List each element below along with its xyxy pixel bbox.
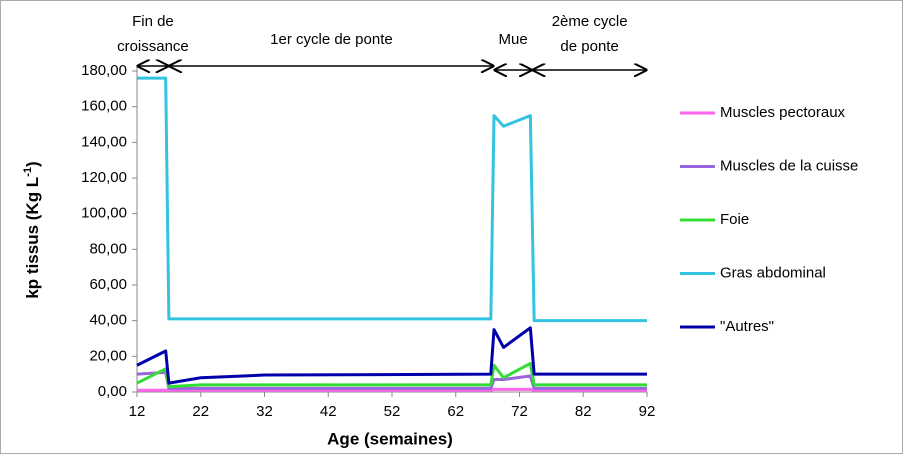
y-title-main: kp tissus (Kg L: [23, 177, 42, 299]
y-tick-label: 120,00: [81, 169, 127, 186]
y-tick-label: 80,00: [89, 240, 127, 257]
y-tick-label: 100,00: [81, 205, 127, 222]
y-tick-label: 20,00: [89, 347, 127, 364]
x-axis-title: Age (semaines): [327, 429, 453, 448]
x-tick-label: 92: [639, 403, 656, 420]
x-tick-label: 52: [384, 403, 401, 420]
series-line: [136, 326, 647, 385]
phase-label: de ponte: [560, 38, 618, 55]
phase-label: Mue: [499, 31, 528, 48]
legend-label: Gras abdominal: [720, 264, 826, 281]
x-tick-label: 72: [511, 403, 528, 420]
y-tick-label: 160,00: [81, 98, 127, 115]
series-line: [137, 76, 647, 323]
legend-label: Muscles de la cuisse: [720, 157, 858, 174]
y-title-sup: -1: [22, 167, 34, 177]
x-tick-label: 22: [192, 403, 209, 420]
x-tick-label: 62: [447, 403, 464, 420]
y-tick-label: 40,00: [89, 312, 127, 329]
y-tick-label: 140,00: [81, 133, 127, 150]
legend-label: "Autres": [720, 318, 774, 335]
x-tick-label: 42: [320, 403, 337, 420]
y-tick-label: 0,00: [98, 383, 127, 400]
y-title-end: ): [23, 161, 42, 167]
y-tick-label: 180,00: [81, 62, 127, 79]
phase-label: 2ème cycle: [552, 13, 628, 30]
legend-label: Muscles pectoraux: [720, 104, 846, 121]
phase-label: 1er cycle de ponte: [270, 31, 393, 48]
phase-label: croissance: [117, 38, 189, 55]
x-tick-label: 12: [129, 403, 146, 420]
legend-label: Foie: [720, 211, 749, 228]
series-line: [137, 387, 647, 392]
phase-label: Fin de: [132, 13, 174, 30]
y-tick-label: 60,00: [89, 276, 127, 293]
y-axis-title: kp tissus (Kg L-1): [22, 161, 43, 298]
x-tick-label: 82: [575, 403, 592, 420]
x-tick-label: 32: [256, 403, 273, 420]
